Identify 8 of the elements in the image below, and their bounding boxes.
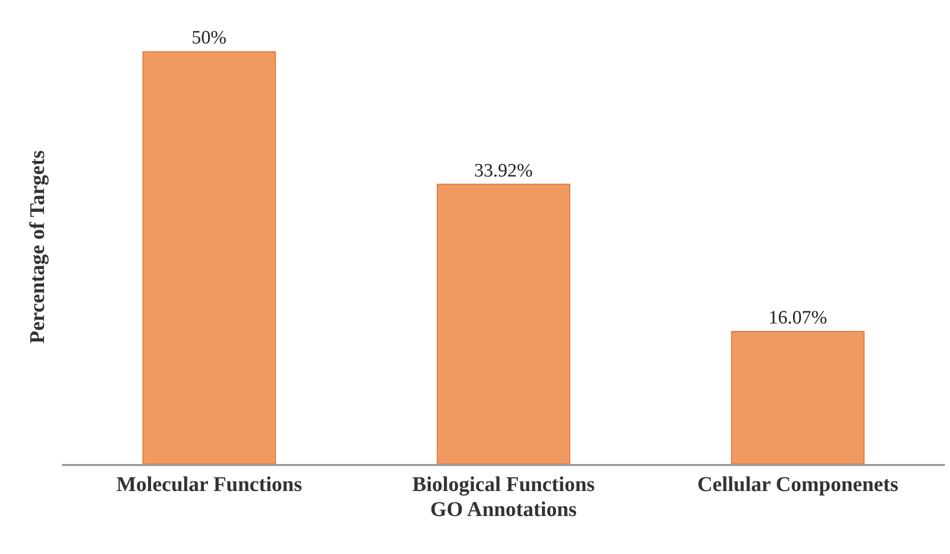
x-tick-label: Biological Functions: [412, 472, 595, 496]
data-label: 33.92%: [474, 160, 533, 182]
data-label: 50%: [192, 28, 227, 49]
x-tick-label: Cellular Componenets: [697, 472, 898, 496]
x-axis-title: GO Annotations: [430, 496, 577, 521]
data-label: 16.07%: [768, 307, 828, 328]
x-tick-label: Molecular Functions: [116, 472, 302, 496]
y-axis-title: Percentage of Targets: [25, 150, 50, 344]
